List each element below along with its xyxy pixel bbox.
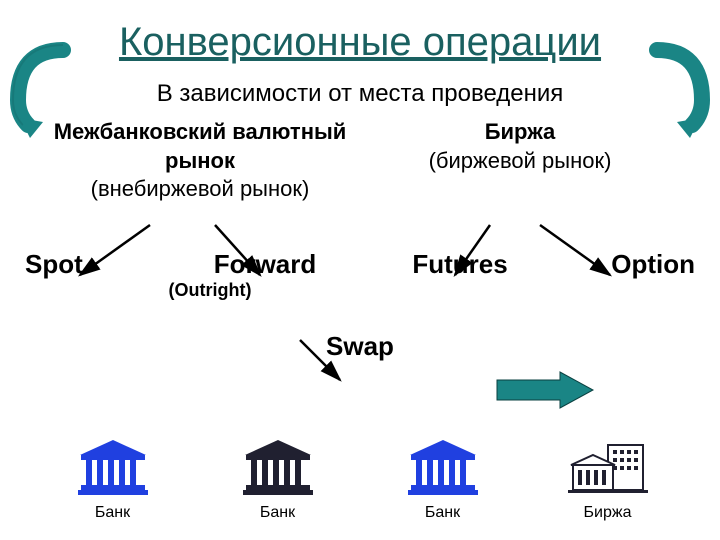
product-swap: Swap <box>0 331 720 362</box>
curved-arrow-right-icon <box>642 40 712 140</box>
bank-icon <box>243 440 313 495</box>
bank-icon <box>78 440 148 495</box>
products-row: Spot Forward Futures Option <box>0 249 720 280</box>
page-title: Конверсионные операции <box>0 0 720 65</box>
building-3-label: Банк <box>393 504 493 522</box>
curved-arrow-left-icon <box>8 40 78 140</box>
outright-label: (Outright) <box>130 280 290 301</box>
building-4: Биржа <box>558 440 658 522</box>
right-column: Биржа (биржевой рынок) <box>370 118 670 204</box>
building-1-label: Банк <box>63 504 163 522</box>
left-head: Межбанковский валютный рынок <box>50 118 350 175</box>
building-2: Банк <box>228 440 328 522</box>
columns: Межбанковский валютный рынок (внебиржево… <box>0 118 720 204</box>
subtitle: В зависимости от места проведения <box>0 80 720 108</box>
exchange-icon <box>568 440 648 495</box>
left-column: Межбанковский валютный рынок (внебиржево… <box>50 118 350 204</box>
right-head: Биржа <box>370 118 670 147</box>
block-arrow-icon <box>495 370 595 410</box>
building-2-label: Банк <box>228 504 328 522</box>
building-3: Банк <box>393 440 493 522</box>
building-1: Банк <box>63 440 163 522</box>
building-4-label: Биржа <box>558 504 658 522</box>
right-sub: (биржевой рынок) <box>370 147 670 176</box>
bank-icon <box>408 440 478 495</box>
product-futures: Futures <box>385 249 535 280</box>
product-option: Option <box>575 249 695 280</box>
buildings-row: Банк Банк Банк <box>0 440 720 522</box>
left-sub: (внебиржевой рынок) <box>50 175 350 204</box>
product-forward: Forward <box>185 249 345 280</box>
product-spot: Spot <box>25 249 145 280</box>
